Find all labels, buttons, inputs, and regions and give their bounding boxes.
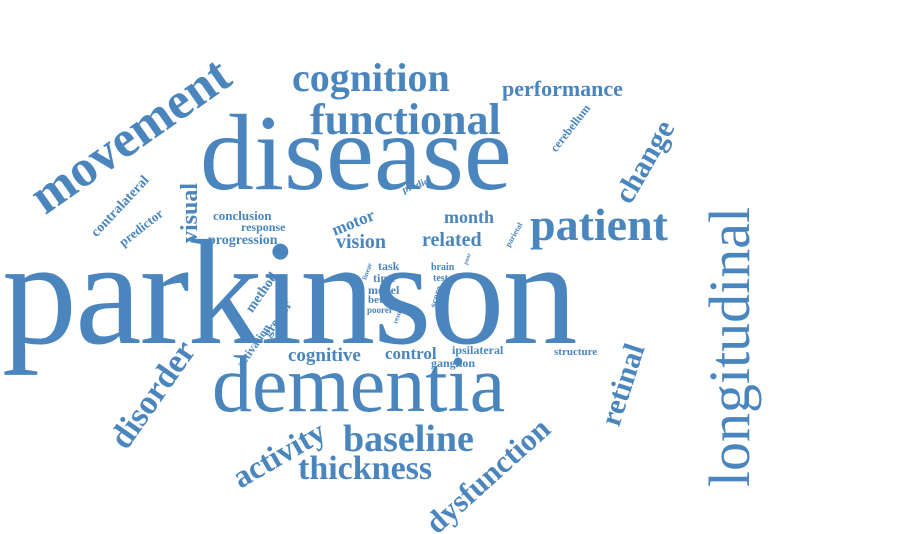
word-disease: disease: [200, 94, 512, 213]
word-baseline: baseline: [343, 418, 474, 460]
word-control: control: [385, 344, 437, 363]
word-functional: functional: [310, 95, 501, 144]
word-month: month: [444, 207, 495, 227]
word-model: model: [368, 283, 400, 297]
word-cognitive: cognitive: [288, 345, 361, 366]
word-change: change: [607, 114, 682, 209]
word-brain: brain: [431, 262, 455, 273]
word-ipsilateral: ipsilateral: [452, 343, 504, 357]
word-vision: vision: [336, 231, 387, 253]
word-longitudinal: longitudinal: [697, 206, 763, 488]
word-performance: performance: [502, 76, 623, 101]
word-time: time: [373, 271, 396, 285]
word-ganglion: ganglion: [431, 356, 476, 370]
word-structure: structure: [554, 346, 598, 358]
word-task: task: [378, 259, 400, 273]
word-test: test: [433, 273, 448, 284]
word-retinal: retinal: [594, 339, 652, 431]
word-parkinson: parkinson: [2, 210, 578, 376]
word-patient: patient: [530, 199, 668, 250]
word-dementia: dementia: [212, 341, 506, 429]
word-thickness: thickness: [298, 450, 433, 487]
word-response: response: [241, 220, 286, 234]
word-better: better: [368, 294, 397, 306]
word-progression: progression: [208, 233, 278, 248]
word-cognition: cognition: [292, 55, 450, 100]
word-conclusion: conclusion: [213, 208, 272, 223]
word-related: related: [422, 229, 482, 251]
word-cerebellum: cerebellum: [547, 101, 594, 155]
word-poorer: poorer: [367, 305, 393, 315]
word-visual: visual: [177, 182, 204, 244]
